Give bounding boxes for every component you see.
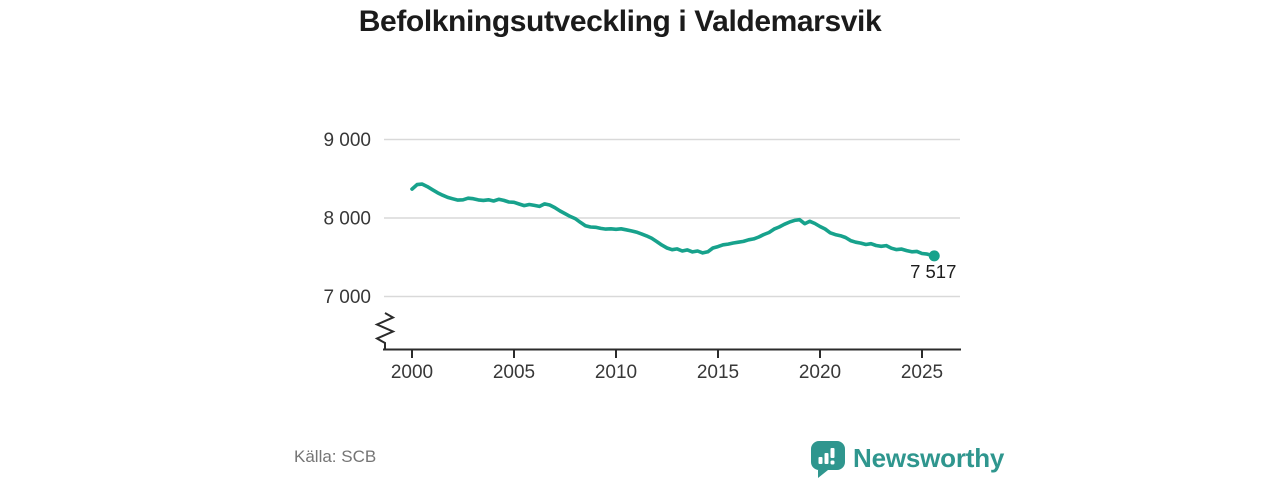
end-point-marker [928, 250, 940, 262]
y-tick-label: 9 000 [323, 130, 371, 151]
x-tick-label: 2010 [595, 362, 637, 383]
series-group: 7 517 [410, 182, 956, 282]
x-axis-ticks [411, 350, 923, 358]
source-caption: Källa: SCB [294, 447, 377, 466]
population-line [410, 182, 937, 258]
x-axis-labels: 2000 2005 2010 2015 2020 2025 [391, 362, 943, 383]
x-tick-label: 2000 [391, 362, 433, 383]
y-tick-label: 8 000 [323, 209, 371, 230]
x-tick-label: 2020 [799, 362, 841, 383]
brand-name: Newsworthy [853, 443, 1005, 473]
brand-logo: Newsworthy [810, 440, 1004, 478]
x-tick-label: 2015 [697, 362, 739, 383]
axis-break-icon [374, 312, 396, 349]
y-tick-label: 7 000 [323, 287, 371, 308]
x-tick-label: 2025 [901, 362, 943, 383]
gridlines [384, 138, 960, 298]
page-title: Befolkningsutveckling i Valdemarsvik [358, 5, 882, 38]
x-tick-label: 2005 [493, 362, 535, 383]
newsworthy-bubble-icon [811, 441, 845, 478]
end-point-label: 7 517 [910, 261, 956, 282]
y-axis-labels: 9 000 8 000 7 000 [323, 130, 371, 308]
